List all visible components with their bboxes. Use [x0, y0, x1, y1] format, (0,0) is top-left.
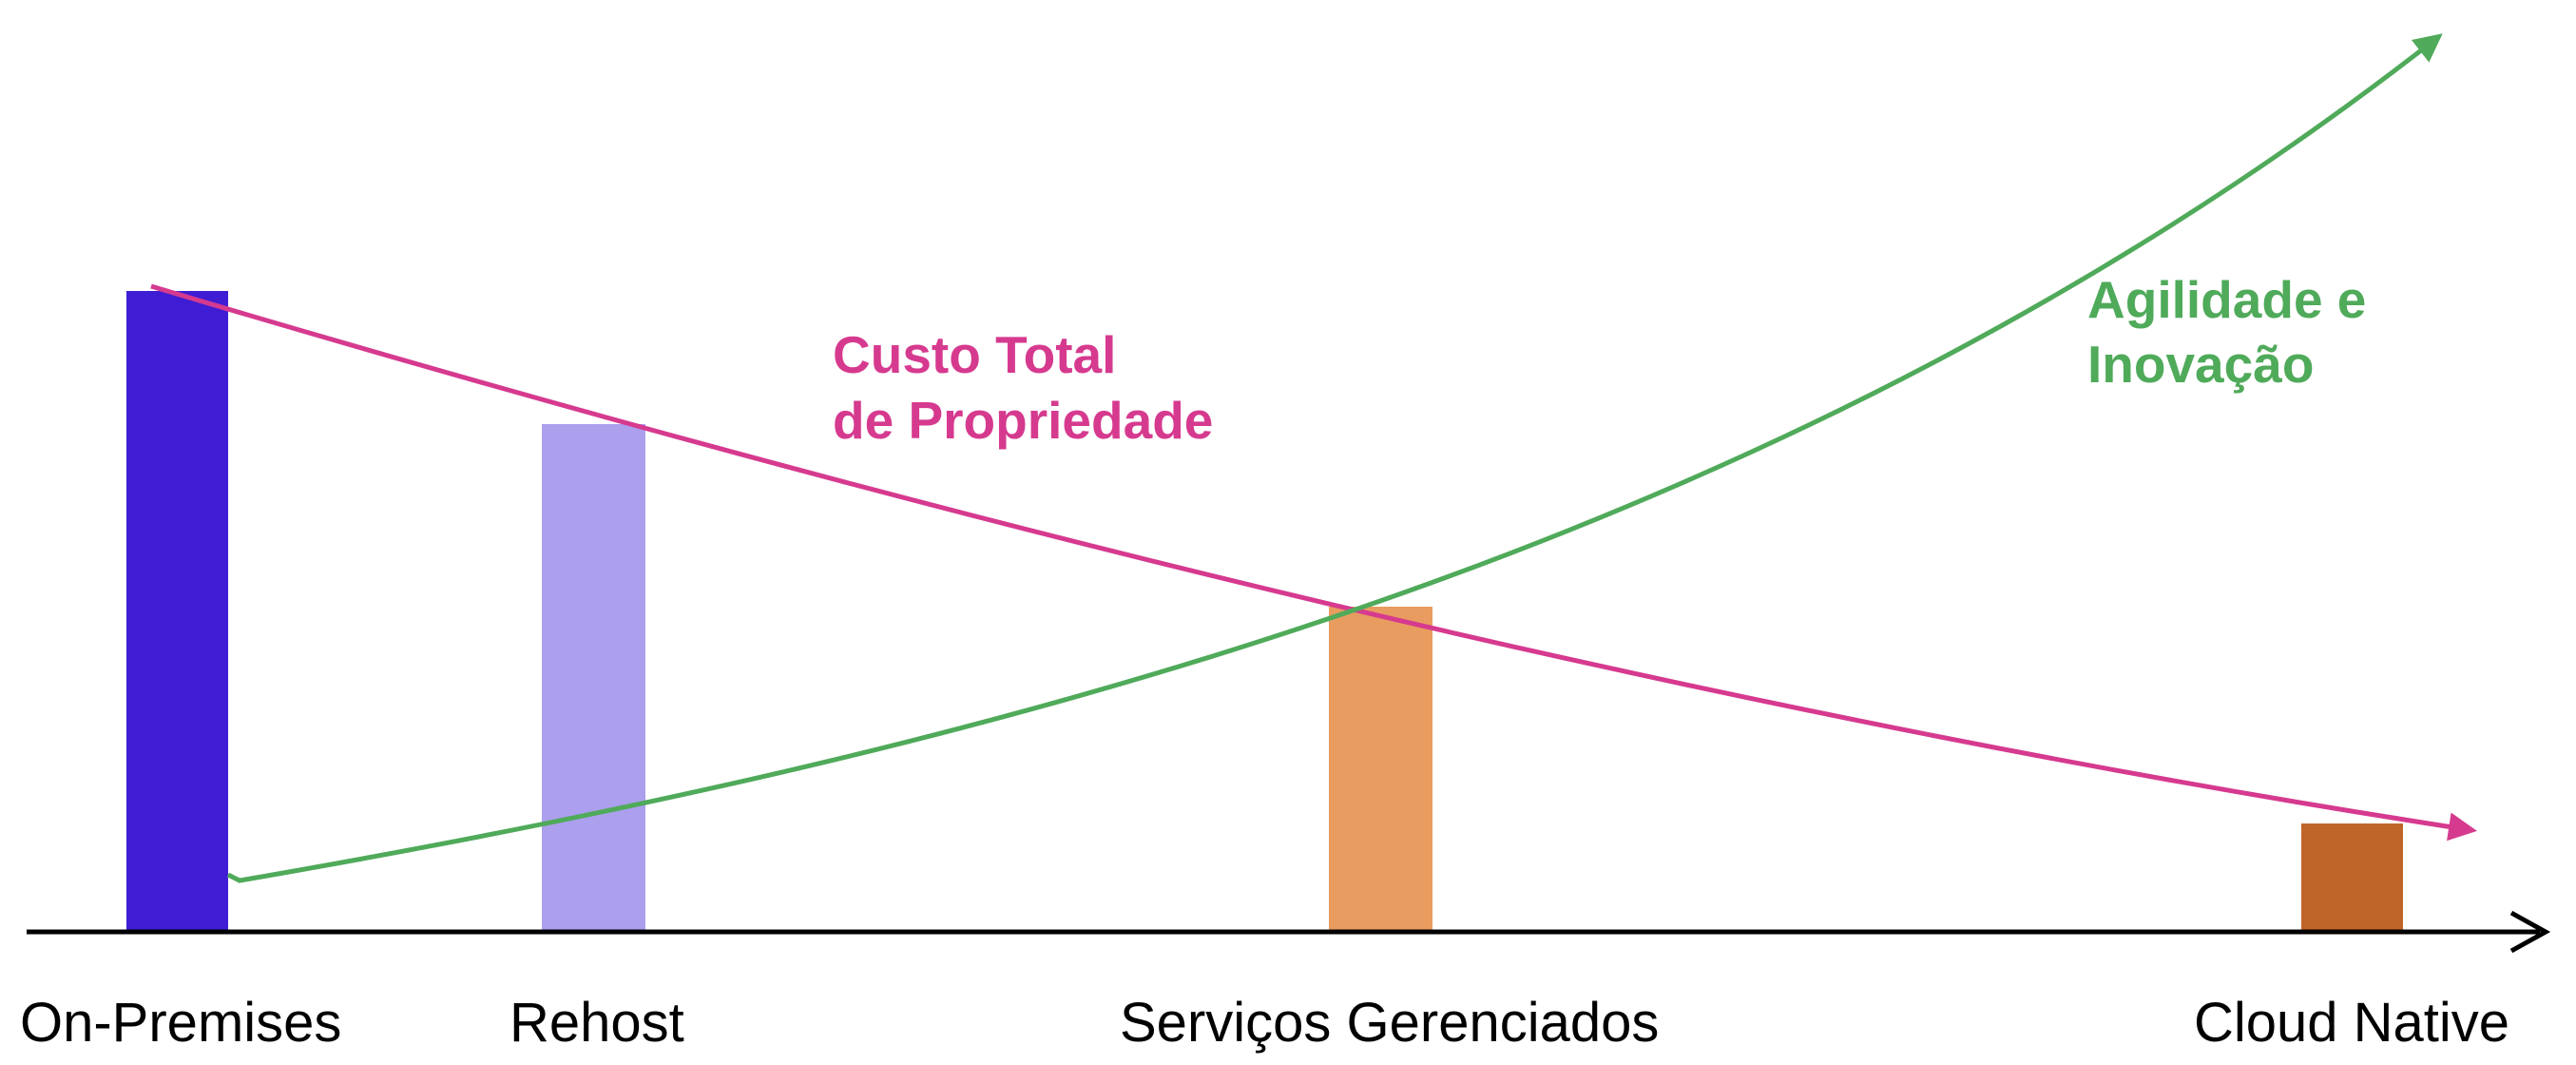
stage-label: On-Premises — [20, 992, 341, 1054]
bar — [126, 291, 228, 932]
bar — [1329, 607, 1432, 932]
bar — [2301, 823, 2403, 932]
stage-label: Serviços Gerenciados — [1120, 992, 1659, 1054]
curve-label: de Propriedade — [833, 391, 1213, 450]
stage-label: Rehost — [509, 992, 684, 1054]
curve-label: Agilidade e — [2087, 270, 2366, 329]
bar — [542, 424, 645, 932]
axis-arrow — [2509, 910, 2551, 954]
stage-label: Cloud Native — [2194, 992, 2509, 1054]
curve-label: Inovação — [2087, 335, 2314, 394]
cost-curve — [150, 283, 2477, 842]
agility-curve — [226, 33, 2443, 883]
curve-label: Custo Total — [833, 325, 1116, 384]
